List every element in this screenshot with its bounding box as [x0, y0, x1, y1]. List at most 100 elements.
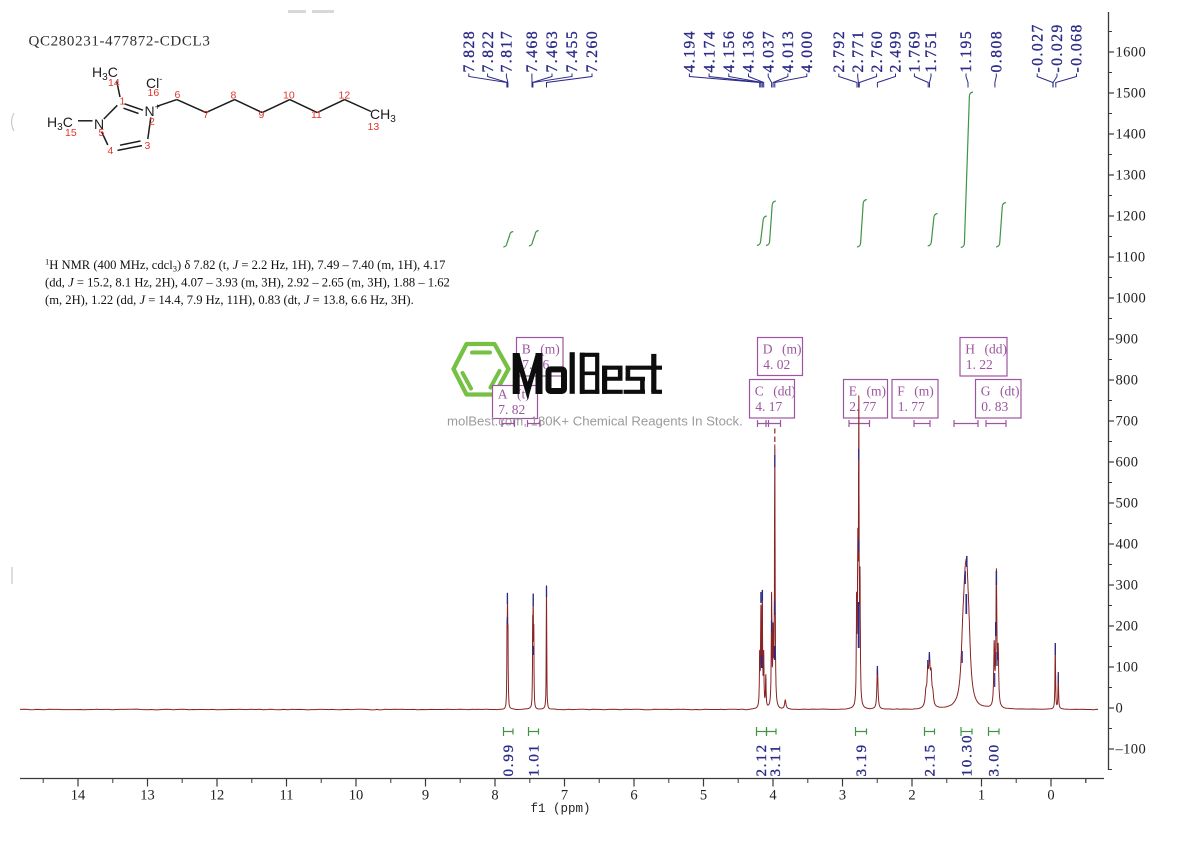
svg-text:7.822: 7.822 — [480, 30, 497, 73]
svg-text:2.792: 2.792 — [831, 30, 848, 73]
svg-text:1.769: 1.769 — [907, 30, 924, 73]
svg-text:1. 77: 1. 77 — [898, 399, 925, 414]
svg-text:7.468: 7.468 — [524, 30, 541, 73]
svg-text:1: 1 — [978, 788, 985, 804]
svg-text:G (dt): G (dt) — [981, 384, 1020, 399]
svg-text:6: 6 — [630, 788, 637, 804]
svg-text:1300: 1300 — [1116, 168, 1147, 184]
svg-text:CH3: CH3 — [370, 106, 396, 125]
svg-text:7. 82: 7. 82 — [498, 402, 525, 417]
svg-text:1: 1 — [120, 96, 126, 108]
svg-text:QC280231-477872-CDCL3: QC280231-477872-CDCL3 — [29, 34, 211, 50]
svg-text:14: 14 — [108, 77, 120, 89]
svg-text:7.817: 7.817 — [499, 30, 516, 73]
svg-text:300: 300 — [1116, 578, 1139, 594]
svg-text:7.455: 7.455 — [564, 30, 581, 73]
svg-text:2: 2 — [149, 116, 155, 128]
svg-text:4: 4 — [769, 788, 777, 804]
svg-text:3: 3 — [839, 788, 846, 804]
svg-text:f1 (ppm): f1 (ppm) — [530, 802, 590, 816]
svg-text:Cl-: Cl- — [146, 74, 162, 91]
svg-text:0. 83: 0. 83 — [981, 399, 1008, 414]
svg-text:0: 0 — [1116, 701, 1124, 717]
svg-text:200: 200 — [1116, 619, 1139, 635]
svg-text:10: 10 — [283, 90, 295, 102]
svg-text:900: 900 — [1116, 332, 1139, 348]
svg-text:13: 13 — [140, 788, 155, 804]
svg-text:H3C: H3C — [92, 64, 118, 83]
svg-text:1600: 1600 — [1116, 45, 1147, 61]
svg-text:2. 77: 2. 77 — [849, 399, 876, 414]
svg-text:3.00: 3.00 — [987, 743, 1003, 776]
svg-text:400: 400 — [1116, 537, 1139, 553]
svg-text:500: 500 — [1116, 496, 1139, 512]
svg-text:E (m): E (m) — [849, 384, 886, 399]
svg-text:4.136: 4.136 — [741, 30, 758, 73]
svg-text:7.260: 7.260 — [584, 30, 601, 73]
svg-text:-0.029: -0.029 — [1049, 23, 1066, 72]
svg-text:11: 11 — [311, 109, 322, 121]
svg-text:1400: 1400 — [1116, 127, 1147, 143]
svg-text:1.751: 1.751 — [923, 30, 940, 73]
svg-text:1200: 1200 — [1116, 209, 1147, 225]
svg-text:N: N — [94, 116, 104, 132]
svg-text:H (dd): H (dd) — [965, 342, 1007, 357]
svg-text:F (m): F (m) — [897, 384, 933, 399]
svg-text:0: 0 — [1047, 788, 1054, 804]
svg-text:100: 100 — [1116, 660, 1139, 676]
svg-text:9: 9 — [259, 109, 265, 121]
svg-text:1500: 1500 — [1116, 86, 1147, 102]
svg-text:0.808: 0.808 — [989, 30, 1006, 73]
svg-text:D (m): D (m) — [763, 342, 802, 357]
svg-text:600: 600 — [1116, 455, 1139, 471]
svg-text:12: 12 — [210, 788, 225, 804]
svg-text:2.760: 2.760 — [869, 30, 886, 73]
svg-text:6: 6 — [175, 89, 181, 101]
svg-text:2.499: 2.499 — [888, 30, 905, 73]
svg-text:–100: –100 — [1115, 742, 1147, 758]
svg-text:3: 3 — [145, 140, 151, 152]
svg-text:13: 13 — [368, 121, 380, 133]
svg-text:2: 2 — [908, 788, 915, 804]
svg-text:11: 11 — [280, 788, 294, 804]
svg-text:7.828: 7.828 — [461, 30, 478, 73]
svg-text:(dd, J = 15.2, 8.1 Hz, 2H), 4.: (dd, J = 15.2, 8.1 Hz, 2H), 4.07 – 3.93 … — [45, 276, 450, 290]
svg-text:5: 5 — [99, 127, 105, 139]
svg-text:C (dd): C (dd) — [755, 384, 796, 399]
svg-text:1. 22: 1. 22 — [966, 357, 993, 372]
svg-text:7.463: 7.463 — [544, 30, 561, 73]
svg-text:4.037: 4.037 — [760, 30, 777, 73]
svg-text:1.01: 1.01 — [527, 743, 543, 776]
svg-text:10: 10 — [349, 788, 364, 804]
svg-text:4: 4 — [108, 145, 114, 157]
svg-text:1.195: 1.195 — [958, 30, 975, 73]
svg-text:4.013: 4.013 — [780, 30, 797, 73]
svg-text:800: 800 — [1116, 373, 1139, 389]
svg-text:9: 9 — [422, 788, 429, 804]
svg-text:16: 16 — [148, 87, 160, 99]
svg-text:5: 5 — [700, 788, 707, 804]
svg-text:-0.068: -0.068 — [1069, 23, 1086, 72]
svg-text:8: 8 — [491, 788, 498, 804]
svg-text:4.156: 4.156 — [721, 30, 738, 73]
svg-text:3.19: 3.19 — [854, 743, 870, 776]
svg-text:10.30: 10.30 — [959, 734, 975, 777]
svg-text:4.194: 4.194 — [682, 30, 699, 73]
svg-text:molBest.com, 180K+ Chemical Re: molBest.com, 180K+ Chemical Reagents In … — [447, 414, 743, 429]
svg-text:1H NMR (400 MHz, cdcl3) δ 7.82: 1H NMR (400 MHz, cdcl3) δ 7.82 (t, J = 2… — [45, 257, 445, 274]
svg-text:15: 15 — [65, 127, 77, 139]
svg-text:1000: 1000 — [1116, 291, 1147, 307]
svg-text:8: 8 — [231, 90, 237, 102]
svg-text:1100: 1100 — [1116, 250, 1146, 266]
svg-text:-0.027: -0.027 — [1029, 23, 1046, 72]
svg-text:0.99: 0.99 — [501, 743, 517, 776]
svg-text:2.12: 2.12 — [754, 743, 770, 776]
svg-text:12: 12 — [339, 90, 351, 102]
svg-text:2.771: 2.771 — [850, 30, 867, 73]
svg-text:4. 02: 4. 02 — [763, 357, 790, 372]
svg-text:(m, 2H), 1.22 (dd, J = 14.4, 7: (m, 2H), 1.22 (dd, J = 14.4, 7.9 Hz, 11H… — [45, 293, 414, 307]
svg-text:14: 14 — [71, 788, 86, 804]
svg-text:700: 700 — [1116, 414, 1139, 430]
svg-text:7: 7 — [561, 788, 568, 804]
svg-text:2.15: 2.15 — [923, 743, 939, 776]
